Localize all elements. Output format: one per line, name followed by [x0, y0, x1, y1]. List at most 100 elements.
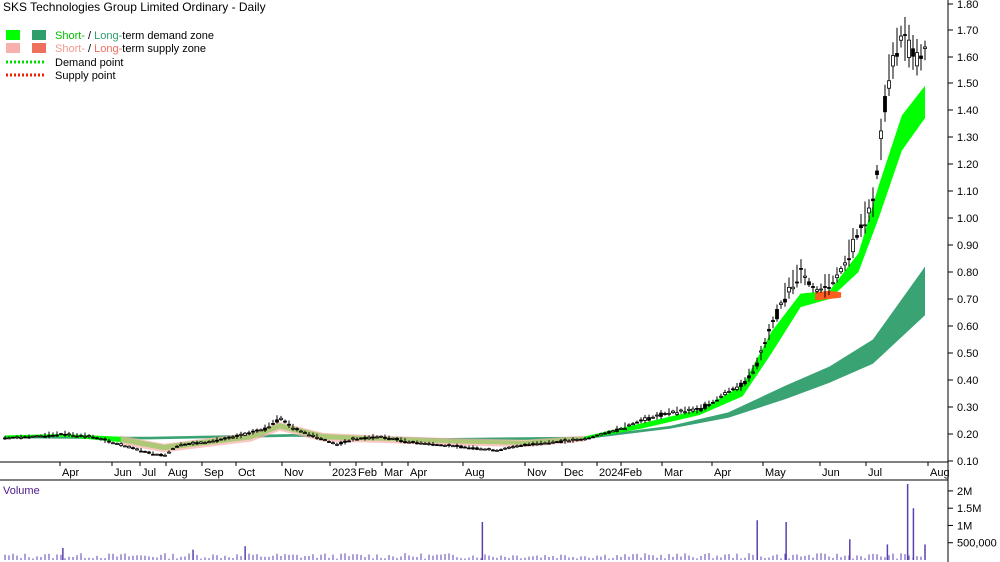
candle-body — [139, 450, 143, 453]
price-tick-label: 1.80 — [957, 0, 978, 11]
legend-demand-short: Short- — [55, 30, 85, 42]
candle-body — [747, 375, 751, 379]
candle-body — [211, 440, 215, 443]
candle-body — [779, 302, 783, 305]
candle-body — [771, 320, 775, 322]
candle-body — [147, 451, 151, 454]
candle-body — [271, 423, 275, 425]
candle-body — [347, 440, 351, 443]
price-tick-label: 1.10 — [957, 186, 978, 198]
candle-body — [295, 428, 299, 431]
candle-body — [335, 443, 339, 446]
candle-body — [827, 287, 831, 289]
candle-body — [359, 437, 363, 440]
candle-body — [151, 453, 155, 456]
candle-body — [115, 443, 119, 445]
legend-supply-long: Long- — [94, 43, 122, 55]
price-tick-label: 0.50 — [957, 348, 978, 360]
candle-body — [831, 282, 835, 285]
candle-body — [435, 444, 439, 447]
candle-body — [83, 435, 87, 438]
candle-body — [583, 438, 587, 441]
candle-body — [131, 447, 135, 450]
candle-body — [703, 403, 707, 409]
price-tick-label: 1.50 — [957, 78, 978, 90]
candle-body — [11, 436, 15, 439]
candle-body — [623, 428, 627, 431]
candle-body — [919, 55, 923, 59]
volume-tick-label: 1.5M — [957, 503, 981, 515]
candle-body — [95, 437, 99, 440]
candle-body — [351, 437, 355, 440]
legend-demand-sep: / — [85, 30, 94, 42]
candle-body — [223, 437, 227, 440]
candle-body — [431, 443, 435, 446]
candle-body — [791, 286, 795, 290]
candle-body — [559, 440, 563, 443]
candle-body — [247, 432, 251, 435]
candle-body — [167, 451, 171, 454]
volume-title: Volume — [3, 485, 40, 497]
candle-body — [819, 288, 823, 291]
candle-body — [851, 238, 855, 253]
candle-body — [759, 350, 763, 353]
candle-body — [355, 438, 359, 441]
candle-body — [719, 395, 723, 398]
candle-body — [123, 445, 127, 448]
candle-body — [615, 428, 619, 432]
long-term-demand-zone — [5, 266, 925, 441]
candle-body — [795, 281, 799, 284]
candle-body — [107, 440, 111, 443]
candle-body — [63, 433, 67, 436]
long-term-supply-zone — [815, 290, 842, 301]
price-candles — [3, 16, 927, 457]
candle-body — [551, 441, 555, 444]
time-tick-label: May — [765, 467, 786, 479]
candle-body — [763, 342, 767, 344]
candle-body — [867, 207, 871, 214]
candle-body — [451, 445, 455, 448]
time-tick-label: Apr — [714, 467, 731, 479]
candle-body — [31, 435, 35, 438]
candle-body — [299, 430, 303, 433]
candle-body — [315, 436, 319, 439]
candle-body — [391, 437, 395, 440]
candle-body — [591, 436, 595, 439]
time-tick-label: Aug — [168, 467, 188, 479]
price-tick-label: 0.40 — [957, 375, 978, 387]
candle-body — [835, 274, 839, 279]
candle-body — [579, 438, 583, 441]
time-tick-label: Mar — [664, 467, 683, 479]
price-tick-label: 0.30 — [957, 402, 978, 414]
svg-text:Short- / Long-term demand zone: Short- / Long-term demand zone — [55, 30, 214, 42]
price-tick-label: 0.10 — [957, 456, 978, 468]
candle-body — [915, 52, 919, 67]
legend-swatch-short-demand — [6, 30, 20, 40]
candle-body — [19, 436, 23, 439]
candle-body — [155, 453, 159, 456]
volume-tick-label: 1M — [957, 520, 972, 532]
candle-body — [567, 440, 571, 443]
volume-bars: 500,000 1M 1.5M 2M — [4, 480, 997, 560]
candle-body — [331, 442, 335, 445]
candle-body — [503, 447, 507, 450]
candle-body — [475, 447, 479, 450]
candle-body — [191, 441, 195, 445]
candle-body — [403, 441, 407, 444]
candle-body — [239, 433, 243, 436]
candle-body — [807, 281, 811, 286]
candle-body — [871, 198, 875, 202]
legend-demand-point: Demand point — [55, 57, 124, 69]
candle-body — [363, 437, 367, 440]
time-tick-label: Mar — [384, 467, 403, 479]
legend-demand-long: Long- — [94, 30, 122, 42]
candle-body — [667, 412, 671, 415]
candle-body — [263, 427, 267, 431]
candle-body — [823, 286, 827, 288]
time-tick-label: Oct — [238, 467, 255, 479]
candle-body — [531, 443, 535, 446]
candle-body — [399, 440, 403, 443]
candle-body — [71, 435, 75, 438]
candle-body — [495, 449, 499, 452]
